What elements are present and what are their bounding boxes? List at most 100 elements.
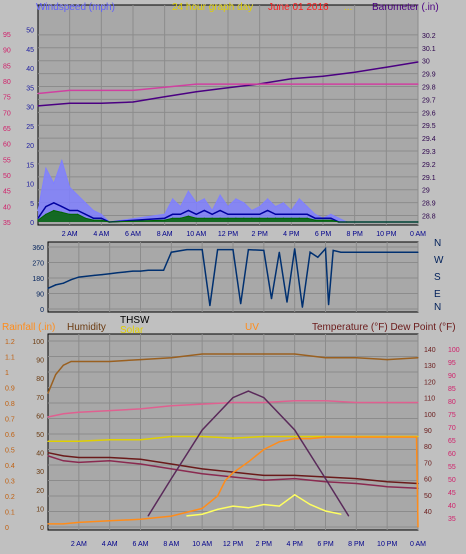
dewpoint-tick-label: 35 [448,516,456,523]
rainfall-series-point [247,461,249,463]
wind-series-point [195,213,197,215]
x-tick-label: 2 PM [251,231,268,238]
rain-tick-label: 0.6 [5,432,15,439]
direction-series-point [270,298,273,300]
solar-series-point [294,494,296,496]
wind-series-point [235,213,237,215]
dew-point-series-point [294,474,296,476]
wind-series-point [61,206,63,208]
rain-tick-label: 0.8 [5,401,15,408]
rainfall-series-point [309,438,311,440]
wind-series-point [92,217,94,219]
outer-tick-label: 70 [3,110,11,117]
wind-series-point [211,213,213,215]
average-series-point [219,217,221,219]
wind-series-point [69,209,71,212]
rainfall-series-point [232,472,234,474]
outer-series-point [100,89,102,91]
outer-tick-label: 40 [3,204,11,211]
solar-series-point [201,513,203,515]
gust-series-point [243,202,245,204]
humidity-tick-label: 100 [32,339,44,346]
x-tick-label: 6 AM [133,541,149,548]
temperature-series-point [355,401,357,404]
humidity-axis-label: Humidity [67,322,106,333]
humidity-series-point [355,357,357,359]
uv-series-point [247,390,249,392]
wind-series-point [322,217,324,219]
direction-series-point [132,270,134,272]
rain-tick-label: 1.2 [5,339,15,346]
direction-series-point [328,304,330,306]
direction-series-point [85,275,88,277]
gust-series-point [330,213,332,215]
x-tick-label: 10 AM [192,541,212,548]
x-tick-label: 2 AM [62,231,78,238]
rainfall-series-point [386,436,388,438]
wind-chill-series-point [294,478,296,480]
x-tick-label: 6 PM [317,541,334,548]
rainfall-series-point [62,523,64,525]
wind-series-point [251,213,253,215]
uv-series-point [232,397,234,399]
outer-series-point [132,89,134,91]
gust-series-point [187,190,189,192]
average-series-point [274,217,277,219]
average-series-point [306,217,308,219]
average-series-point [330,219,332,221]
average-series-point [53,209,55,212]
dew-point-series-point [170,463,172,465]
gust-series-point [306,206,308,208]
gust-series-point [53,182,55,185]
direction-series-point [70,279,72,281]
temperature-series-point [324,400,327,402]
gust-series-point [235,198,237,200]
barometer-series-point [69,102,71,104]
humidity-series-point [294,353,296,355]
dewpoint-tick-label: 50 [448,477,456,484]
wind-series-point [187,209,189,212]
gust-series-point [298,198,300,200]
uv-series-point [147,515,149,517]
windspeed-tick-label: 25 [26,124,34,131]
thsw-series-point [232,437,234,439]
x-tick-label: 8 AM [157,231,173,238]
humidity-series-point [78,360,80,363]
rain-tick-label: 1.1 [5,355,15,362]
direction-series-point [124,271,126,273]
outer-tick-label: 55 [3,157,11,164]
windspeed-axis-label: Windspeed (mph) [36,2,115,13]
average-series-point [37,219,39,221]
rain-tick-label: 0.1 [5,510,15,517]
outer-series-point [259,83,261,85]
direction-series-point [332,249,334,251]
x-tick-label: 6 AM [125,231,141,238]
outer-series-point [385,83,387,85]
windspeed-tick-label: 50 [26,28,34,35]
outer-tick-label: 80 [3,79,11,86]
temperature-series-point [417,401,419,404]
barometer-tick-label: 29.7 [422,97,436,104]
average-series-point [211,217,213,219]
average-series-point [195,217,197,219]
chart-title: 24 hour graph day [172,2,253,13]
direction-tick-label: 180 [32,276,44,283]
barometer-tick-label: 30.2 [422,33,436,40]
average-series-point [172,217,174,219]
thsw-series-point [78,440,80,442]
uv-label: UV [245,322,259,333]
humidity-tick-label: 80 [36,376,44,383]
dewpoint-tick-label: 45 [448,490,456,497]
humidity-tick-label: 0 [40,525,44,532]
windspeed-tick-label: 40 [26,66,34,73]
thsw-series-point [294,435,296,438]
dew-point-series-point [201,468,203,470]
outer-series-point [195,83,197,85]
barometer-tick-label: 29.1 [422,175,436,182]
barometer-series-point [37,105,39,107]
temperature-series-point [170,405,172,407]
rainfall-series-point [47,523,49,525]
direction-series-point [147,269,149,271]
x-tick-label: 4 AM [93,231,109,238]
average-series-point [298,217,300,219]
